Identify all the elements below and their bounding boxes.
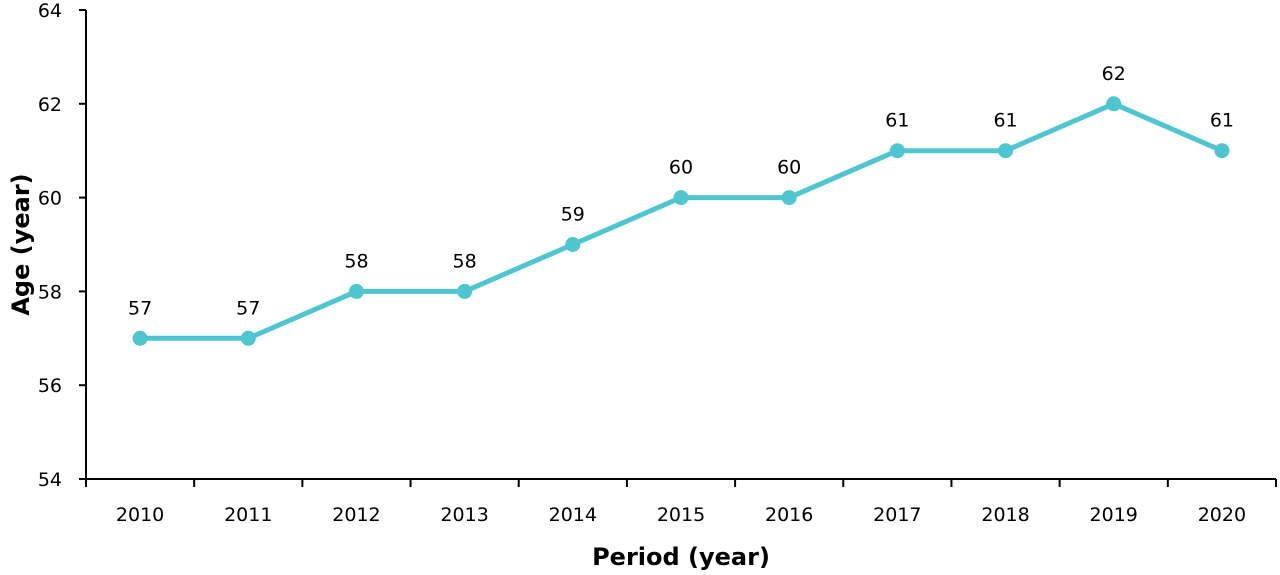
y-tick-label: 64 bbox=[38, 0, 62, 22]
data-label: 57 bbox=[236, 297, 260, 319]
data-label: 59 bbox=[561, 204, 585, 226]
data-label: 61 bbox=[993, 110, 1017, 132]
x-tick-label: 2013 bbox=[440, 504, 488, 526]
data-label: 58 bbox=[453, 250, 477, 272]
data-point bbox=[781, 190, 797, 206]
x-tick-label: 2014 bbox=[549, 504, 597, 526]
data-point bbox=[348, 283, 364, 299]
x-tick-label: 2017 bbox=[873, 504, 921, 526]
data-label: 60 bbox=[669, 157, 693, 179]
data-point bbox=[132, 330, 148, 346]
series-line bbox=[137, 101, 1225, 341]
data-point bbox=[565, 237, 581, 252]
data-label: 62 bbox=[1102, 63, 1126, 85]
data-point bbox=[1214, 143, 1230, 159]
data-point bbox=[240, 330, 256, 346]
x-tick-label: 2011 bbox=[224, 504, 272, 526]
data-point bbox=[889, 143, 905, 159]
y-tick-label: 58 bbox=[38, 281, 62, 303]
data-point bbox=[1106, 96, 1122, 112]
x-axis-title: Period (year) bbox=[592, 543, 770, 571]
data-label: 60 bbox=[777, 157, 801, 179]
y-tick-label: 62 bbox=[38, 94, 62, 116]
y-tick-label: 56 bbox=[38, 375, 62, 397]
data-label: 61 bbox=[885, 110, 909, 132]
data-labels: 57 57 58 58 59 60 60 61 61 62 61 bbox=[128, 63, 1234, 319]
y-tick-label: 60 bbox=[38, 188, 62, 210]
x-tick-label: 2018 bbox=[981, 504, 1029, 526]
data-point bbox=[457, 283, 473, 299]
series-group bbox=[132, 96, 1230, 346]
x-tick-label: 2019 bbox=[1090, 504, 1138, 526]
x-tick-label: 2016 bbox=[765, 504, 813, 526]
y-axis-title: Age (year) bbox=[7, 173, 35, 315]
data-label: 57 bbox=[128, 297, 152, 319]
data-label: 61 bbox=[1210, 110, 1234, 132]
y-tick-label: 54 bbox=[38, 469, 62, 491]
x-axis: 2010 2011 2012 2013 2014 2015 2016 2017 2018 2019… bbox=[85, 478, 1277, 526]
x-tick-label: 2015 bbox=[657, 504, 705, 526]
x-tick-label: 2020 bbox=[1198, 504, 1246, 526]
x-tick-label: 2012 bbox=[332, 504, 380, 526]
x-tick-label: 2010 bbox=[116, 504, 164, 526]
data-point bbox=[998, 143, 1014, 159]
data-point bbox=[673, 190, 689, 206]
data-label: 58 bbox=[344, 250, 368, 272]
y-axis: 54 56 58 60 62 64 bbox=[38, 0, 87, 491]
